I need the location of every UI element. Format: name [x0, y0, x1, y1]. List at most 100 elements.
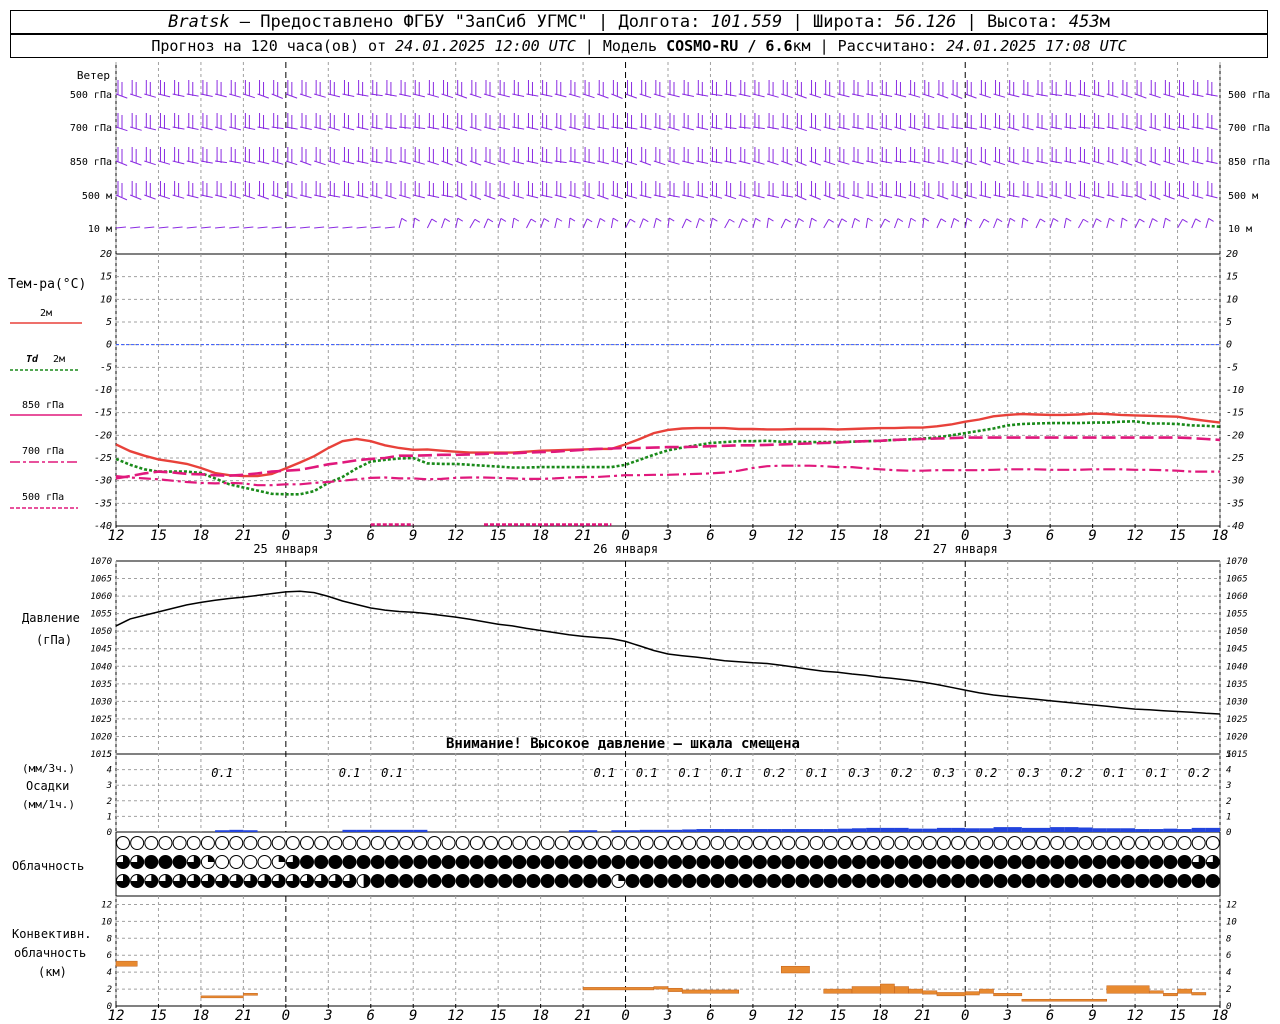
- hour-axis-tick-label: 15: [829, 528, 846, 544]
- conv-tick-left: 10: [101, 917, 112, 927]
- cloud-symbol: [343, 837, 356, 850]
- cloud-symbol: [895, 837, 908, 850]
- precip-sum-label: 0.1: [806, 766, 828, 780]
- cloud-circle: [640, 875, 653, 888]
- precip-sum-label: 0.1: [593, 766, 615, 780]
- cloud-circle: [301, 856, 314, 869]
- cloud-symbol: [1206, 837, 1219, 850]
- cloud-circle: [810, 837, 823, 850]
- cloud-circle: [683, 875, 696, 888]
- conv-bar: [1107, 986, 1149, 994]
- precip-bar: [979, 828, 993, 832]
- cloud-symbol: [173, 875, 186, 888]
- conv-tick-right: 0: [1226, 1002, 1231, 1012]
- cloud-circle: [626, 837, 639, 850]
- cloud-symbol: [1107, 837, 1120, 850]
- cloud-circle: [980, 875, 993, 888]
- wind-barb-feather: [1023, 218, 1028, 221]
- cloud-symbol: [1178, 856, 1191, 869]
- wind-level-label: 700 гПа: [70, 123, 112, 134]
- precip-bar: [852, 828, 866, 832]
- cloud-symbol: [994, 837, 1007, 850]
- wind-barb: [427, 219, 431, 228]
- pressure-tick-left: 1045: [90, 645, 112, 655]
- precip-bar: [1178, 829, 1192, 832]
- cloud-symbol: [470, 856, 483, 869]
- hour-axis-tick-label: 9: [1088, 528, 1096, 544]
- cloud-symbol: [286, 856, 299, 869]
- temp-tick-right: -20: [1226, 430, 1244, 441]
- precip-bar: [357, 830, 371, 832]
- cloud-symbol: [400, 837, 413, 850]
- precip-bar: [880, 828, 894, 832]
- precip-bar: [1064, 827, 1078, 832]
- cloud-circle: [244, 837, 257, 850]
- cloud-circle: [470, 856, 483, 869]
- precip-sum-label: 0.1: [381, 766, 403, 780]
- precip-bar: [1206, 828, 1220, 832]
- cloud-circle: [555, 837, 568, 850]
- wind-barb-feather: [600, 218, 605, 221]
- cloud-circle: [937, 837, 950, 850]
- cloud-circle: [1164, 856, 1177, 869]
- cloud-circle: [711, 856, 724, 869]
- wind-barb: [1178, 219, 1183, 228]
- cloud-circle: [1178, 856, 1191, 869]
- cloud-symbol: [244, 856, 257, 869]
- cloud-circle: [711, 875, 724, 888]
- wind-barb-feather: [1109, 218, 1114, 221]
- cloud-circle: [640, 856, 653, 869]
- cloud-symbol: [838, 875, 851, 888]
- wind-barb: [201, 227, 211, 228]
- precip-bar: [909, 829, 923, 832]
- cloud-symbol: [739, 875, 752, 888]
- wind-barb: [229, 227, 239, 228]
- bottom-hour-axis-tick-label: 15: [150, 1008, 167, 1024]
- cloud-symbol: [612, 837, 625, 850]
- wind-barb-feather: [812, 218, 817, 221]
- conv-bar: [243, 993, 257, 995]
- precip-tick-right: 4: [1226, 766, 1231, 776]
- cloud-circle: [357, 856, 370, 869]
- cloud-circle: [1093, 837, 1106, 850]
- temp-title: Тем-ра(°C): [8, 277, 86, 292]
- cloud-symbol: [385, 875, 398, 888]
- precip-bar: [342, 830, 356, 832]
- cloud-circle: [371, 875, 384, 888]
- cloud-circle: [669, 875, 682, 888]
- cloud-symbol: [1065, 856, 1078, 869]
- cloud-circle: [428, 875, 441, 888]
- cloud-symbol: [442, 856, 455, 869]
- wind-barb-feather: [643, 219, 648, 222]
- wind-barb: [725, 219, 730, 228]
- cloud-circle: [569, 875, 582, 888]
- cloud-symbol: [201, 856, 214, 869]
- cloud-symbol: [1093, 856, 1106, 869]
- cloud-circle: [1121, 875, 1134, 888]
- conv-tick-left: 2: [107, 985, 112, 995]
- bottom-hour-axis-tick-label: 15: [1169, 1008, 1186, 1024]
- wind-title: Ветер: [77, 69, 110, 82]
- cloud-symbol: [357, 875, 370, 888]
- wind-barb: [1036, 219, 1040, 228]
- wind-barb-feather: [1010, 218, 1015, 221]
- cloud-circle: [442, 875, 455, 888]
- cloud-symbol: [1136, 837, 1149, 850]
- latitude-label: | Широта:: [782, 12, 895, 32]
- conv-title-2: облачность: [14, 946, 86, 960]
- temp-tick-left: -20: [94, 430, 112, 441]
- cloud-symbol: [159, 856, 172, 869]
- cloud-circle: [1093, 875, 1106, 888]
- bottom-hour-axis-tick-label: 3: [1002, 1008, 1011, 1024]
- wind-barb: [215, 227, 225, 228]
- cloud-symbol: [654, 856, 667, 869]
- cloud-symbol: [1150, 875, 1163, 888]
- wind-level-label: 10 м: [88, 224, 112, 235]
- cloud-symbol: [937, 856, 950, 869]
- cloud-circle: [569, 837, 582, 850]
- cloud-circle: [329, 837, 342, 850]
- cloud-symbol: [159, 875, 172, 888]
- cloud-symbol: [952, 856, 965, 869]
- conv-bar: [824, 989, 852, 993]
- wind-barb-feather: [924, 218, 929, 221]
